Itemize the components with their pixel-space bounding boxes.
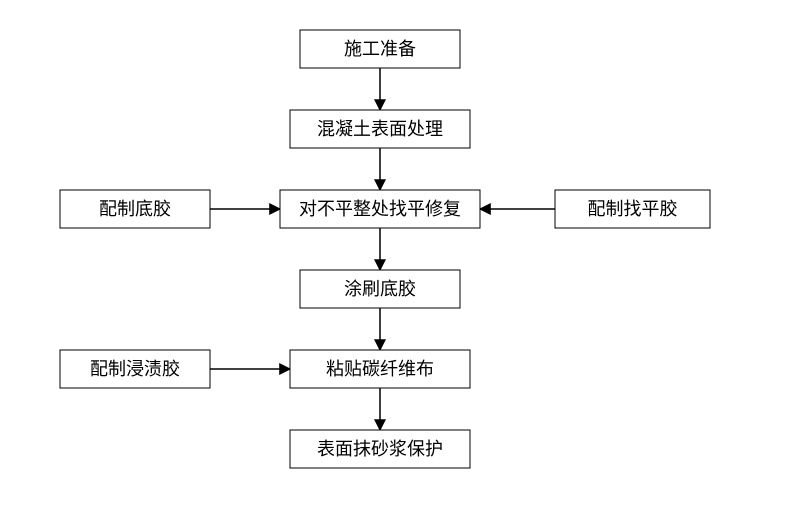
- node-s3: 配制浸渍胶: [60, 350, 210, 388]
- node-label: 粘贴碳纤维布: [326, 359, 434, 379]
- node-label: 混凝土表面处理: [317, 119, 443, 139]
- node-n4: 涂刷底胶: [300, 270, 460, 308]
- node-label: 配制底胶: [99, 199, 171, 219]
- node-n2: 混凝土表面处理: [290, 110, 470, 148]
- node-label: 涂刷底胶: [344, 279, 416, 299]
- node-label: 施工准备: [344, 39, 416, 59]
- flowchart-canvas: 施工准备混凝土表面处理对不平整处找平修复涂刷底胶粘贴碳纤维布表面抹砂浆保护 配制底…: [0, 0, 800, 530]
- node-n3: 对不平整处找平修复: [280, 190, 480, 228]
- node-n5: 粘贴碳纤维布: [290, 350, 470, 388]
- node-n6: 表面抹砂浆保护: [290, 430, 470, 468]
- node-n1: 施工准备: [300, 30, 460, 68]
- node-s2: 配制找平胶: [555, 190, 710, 228]
- node-s1: 配制底胶: [60, 190, 210, 228]
- node-label: 对不平整处找平修复: [299, 199, 461, 219]
- node-label: 表面抹砂浆保护: [317, 439, 443, 459]
- node-label: 配制找平胶: [588, 199, 678, 219]
- node-label: 配制浸渍胶: [90, 359, 180, 379]
